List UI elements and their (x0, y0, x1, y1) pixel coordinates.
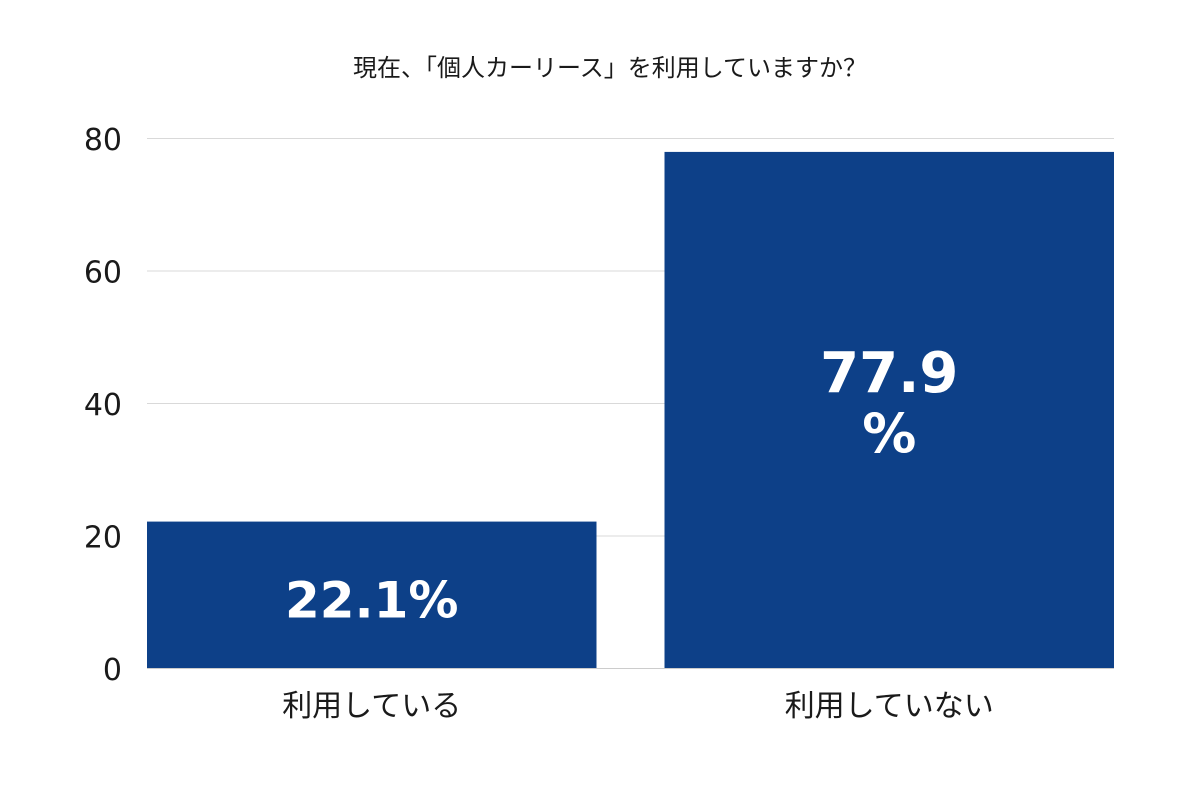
y-tick-label: 20 (84, 521, 122, 556)
x-axis-ticks: 利用している 利用していない (282, 689, 994, 724)
data-label-percent: % (862, 402, 916, 465)
x-tick-label: 利用している (282, 689, 461, 724)
bar (664, 151, 1114, 669)
y-axis-ticks: 0 20 40 60 80 (84, 123, 122, 688)
y-tick-label: 40 (84, 388, 122, 423)
data-label-number: 77.9 (820, 341, 958, 406)
y-tick-label: 80 (84, 123, 122, 158)
x-tick-label: 利用していない (785, 689, 994, 724)
bar (147, 521, 597, 668)
bars: 22.1% 77.9% (147, 151, 1114, 669)
y-tick-label: 60 (84, 256, 122, 291)
data-label: 22.1% (285, 572, 458, 630)
y-tick-label: 0 (103, 653, 122, 688)
chart-title: 現在、「個人カーリース」を利用していますか？ (353, 54, 867, 82)
